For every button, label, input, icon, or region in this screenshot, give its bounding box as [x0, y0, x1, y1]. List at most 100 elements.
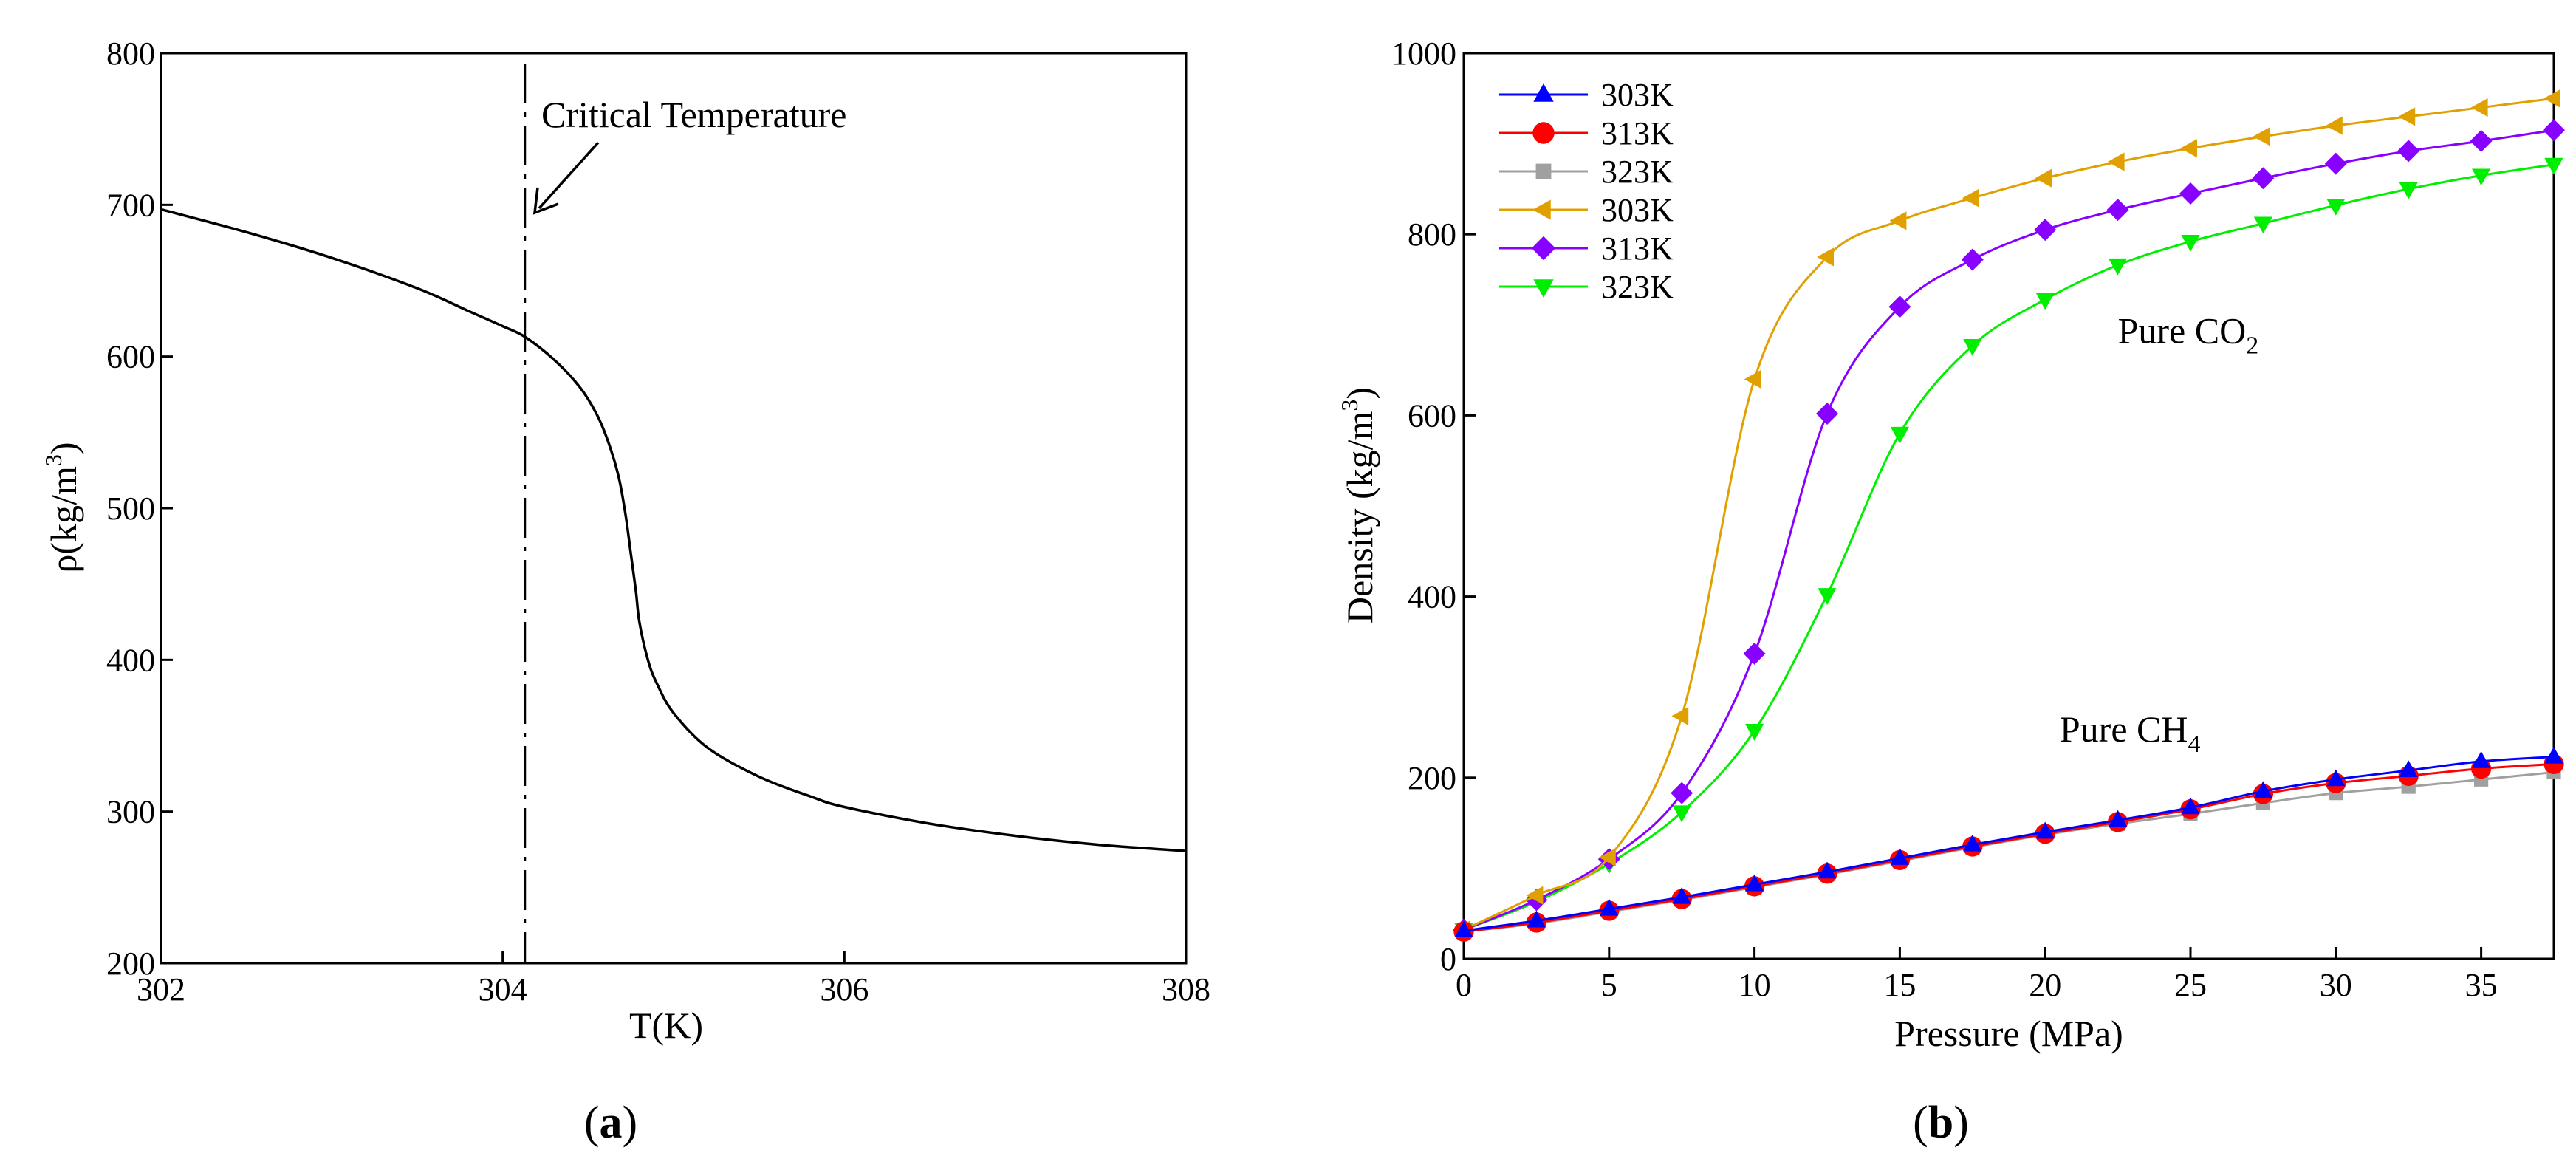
panel-b-y-axis-label: Density (kg/m3) [1336, 387, 1380, 623]
data-point [1890, 426, 1909, 444]
panel-a-plot-frame [160, 52, 1188, 965]
series-ch4-303k [1454, 746, 2563, 937]
data-point [2399, 760, 2418, 777]
legend-label: 303K [1601, 192, 1674, 228]
data-point [1818, 588, 1837, 605]
pure-ch4-label: Pure CH4 [2060, 708, 2201, 758]
y-tick-label: 200 [106, 945, 155, 982]
y-tick-label: 800 [106, 35, 155, 72]
data-point [1817, 247, 1834, 267]
y-tick-label: 500 [106, 490, 155, 527]
data-point [2397, 140, 2420, 163]
data-point [1963, 834, 1982, 852]
data-point [2035, 821, 2055, 839]
data-point [2252, 167, 2275, 190]
y-tick-label: 300 [106, 794, 155, 830]
legend-marker [1531, 236, 1556, 261]
legend-entry: 303K [1499, 77, 1674, 113]
panel-b-label: (b) [1913, 1098, 1969, 1148]
x-tick-label: 25 [2174, 967, 2207, 1003]
x-tick-label: 5 [1601, 967, 1617, 1003]
data-point [2470, 129, 2493, 152]
legend-entry: 323K [1499, 269, 1674, 305]
legend-marker [1532, 199, 1551, 220]
data-point [2472, 750, 2491, 768]
x-tick-label: 304 [479, 971, 527, 1008]
y-tick-label: 1000 [1391, 35, 1456, 72]
data-point [2180, 139, 2197, 158]
legend-marker [1533, 279, 1554, 298]
legend-label: 313K [1601, 230, 1674, 267]
data-point [1671, 782, 1693, 804]
y-tick-label: 200 [1408, 760, 1456, 796]
x-tick-label: 35 [2465, 967, 2498, 1003]
data-point [2544, 746, 2563, 764]
data-point [2544, 157, 2563, 175]
series-line [1463, 762, 2555, 933]
panel-b-ticks: 0 5 10 15 20 25 30 35 0 200 400 600 800 1000 [1391, 35, 2498, 1003]
legend-entry: 313K [1499, 230, 1674, 267]
legend-marker [1532, 122, 1555, 144]
data-point [1672, 805, 1691, 823]
data-point [1454, 920, 1473, 937]
y-tick-label: 700 [106, 187, 155, 223]
legend-entry: 313K [1499, 115, 1674, 151]
legend-entry: 323K [1499, 154, 1674, 190]
data-point [1745, 724, 1764, 741]
data-point [2326, 769, 2346, 787]
data-point [2035, 168, 2052, 188]
data-point [2326, 116, 2343, 135]
data-point [2181, 235, 2200, 252]
critical-temperature-arrow [532, 141, 600, 215]
y-tick-label: 0 [1440, 941, 1456, 977]
x-tick-label: 0 [1456, 967, 1472, 1003]
data-point [2253, 216, 2272, 234]
data-point [1600, 898, 1619, 916]
data-point [2399, 182, 2418, 199]
series-ch4-313k [1453, 753, 2564, 942]
data-point [1963, 338, 1982, 356]
x-tick-label: 15 [1883, 967, 1916, 1003]
legend-label: 303K [1601, 77, 1674, 113]
x-tick-label: 308 [1162, 971, 1210, 1008]
x-tick-label: 10 [1739, 967, 1771, 1003]
panel-b-x-axis-label: Pressure (MPa) [1894, 1013, 2123, 1054]
panel-a-x-axis-label: T(K) [629, 1005, 703, 1046]
data-point [1890, 848, 1909, 865]
panel-b-plot-frame [1462, 52, 2555, 960]
data-point [2543, 119, 2565, 142]
legend-label: 323K [1601, 154, 1674, 190]
data-point [1527, 910, 1546, 928]
data-point [2253, 781, 2272, 798]
data-point [1961, 248, 1984, 271]
data-point [2109, 258, 2128, 276]
critical-temperature-label: Critical Temperature [541, 94, 846, 135]
data-point [1818, 861, 1837, 879]
data-point [1889, 211, 1907, 230]
data-point [1744, 369, 1761, 389]
y-tick-label: 400 [106, 642, 155, 678]
data-point [2106, 199, 2129, 222]
data-point [2326, 198, 2346, 216]
y-tick-label: 800 [1408, 216, 1456, 253]
data-point [1816, 402, 1838, 425]
data-point [2035, 293, 2055, 310]
panel-a-y-axis-label: ρ(kg/m3) [40, 442, 84, 572]
data-point [1745, 874, 1764, 892]
data-point [1888, 295, 1911, 318]
data-point [2324, 152, 2347, 175]
y-tick-label: 400 [1408, 579, 1456, 615]
density-curve [160, 208, 1187, 852]
data-point [1962, 188, 1979, 208]
legend-entry: 303K [1499, 192, 1674, 228]
x-tick-label: 30 [2320, 967, 2352, 1003]
data-point [2034, 219, 2057, 242]
data-point [1672, 886, 1691, 904]
pure-co2-label: Pure CO2 [2118, 310, 2259, 359]
data-point [2253, 127, 2270, 146]
data-point [2107, 152, 2125, 171]
y-tick-label: 600 [1408, 397, 1456, 434]
